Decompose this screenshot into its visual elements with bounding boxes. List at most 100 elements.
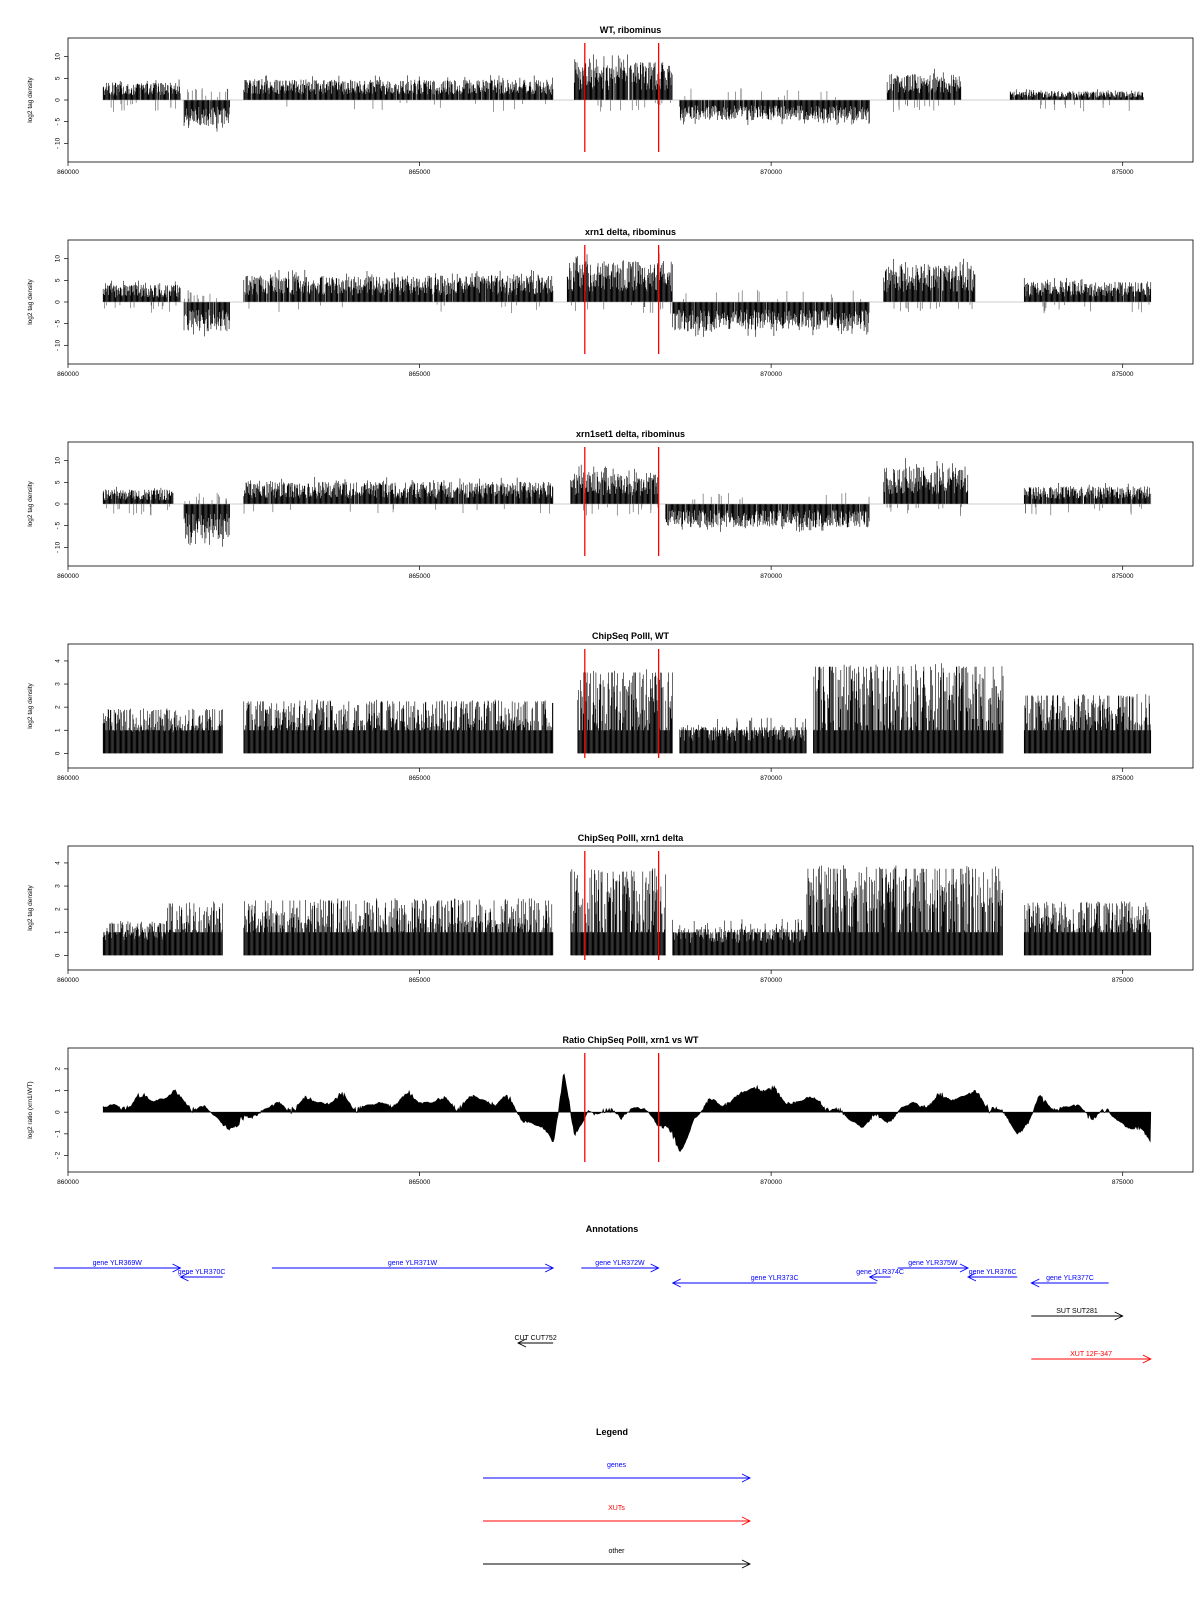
- panel-title: WT, ribominus: [600, 25, 662, 35]
- segment-4: [679, 717, 807, 754]
- annotation-label: gene YLR372W: [595, 1260, 645, 1267]
- y-tick-label: 4: [55, 861, 62, 865]
- annotation-label: gene YLR370C: [178, 1269, 226, 1276]
- segment-4: [570, 868, 666, 956]
- x-tick-label: 860000: [57, 169, 79, 176]
- panel-title: ChipSeq PolII, xrn1 delta: [578, 833, 685, 843]
- data-bars: [102, 663, 1152, 754]
- x-tick-label: 875000: [1112, 775, 1134, 782]
- x-tick-label: 875000: [1112, 573, 1134, 580]
- panel-1: WT, ribominus log2 tag density 860000 86500…: [27, 25, 1194, 176]
- segment-1: [102, 920, 167, 956]
- legend-item-gene: genes: [483, 1462, 752, 1483]
- y-tick-label: - 10: [55, 137, 62, 149]
- y-tick-label: - 5: [55, 319, 62, 327]
- y-tick-label: - 5: [55, 521, 62, 529]
- annotation-gene-3: gene YLR371W: [271, 1260, 555, 1273]
- segment-2: [183, 290, 230, 337]
- x-tick-label: 870000: [760, 1179, 782, 1186]
- x-tick-label: 870000: [760, 573, 782, 580]
- y-tick-label: - 5: [55, 117, 62, 125]
- y-axis: 0 1 2 3 4: [55, 659, 69, 755]
- segment-6: [883, 458, 969, 517]
- annotation-gene-8: gene YLR376C: [966, 1269, 1018, 1282]
- annotation-label: XUT 12F-347: [1070, 1351, 1112, 1358]
- legend-item-xut: XUTs: [483, 1505, 752, 1526]
- y-tick-label: 5: [55, 76, 62, 80]
- x-axis: 860000 865000 870000 875000: [57, 768, 1134, 782]
- x-tick-label: 875000: [1112, 1179, 1134, 1186]
- legend-label: other: [609, 1548, 626, 1555]
- y-tick-label: 0: [55, 98, 62, 102]
- markers: [584, 649, 660, 758]
- panel-5: ChipSeq PolII, xrn1 delta log2 tag densit…: [27, 833, 1194, 984]
- x-tick-label: 870000: [760, 169, 782, 176]
- segment-1: [102, 708, 223, 754]
- data-bars: [102, 253, 1152, 337]
- y-tick-label: 0: [55, 300, 62, 304]
- x-tick-label: 865000: [409, 573, 431, 580]
- y-axis-label: log2 tag density: [27, 278, 34, 324]
- annotation-gene-5: gene YLR373C: [671, 1275, 877, 1288]
- annotation-label: gene YLR376C: [969, 1269, 1017, 1276]
- markers: [584, 1053, 660, 1162]
- y-tick-label: 1: [55, 1088, 62, 1092]
- markers: [584, 43, 660, 152]
- y-axis-label: log2 tag density: [27, 76, 34, 122]
- legend-label: XUTs: [608, 1505, 625, 1512]
- annotation-label: gene YLR374C: [856, 1269, 904, 1276]
- x-tick-label: 875000: [1112, 977, 1134, 984]
- y-tick-label: 10: [55, 255, 62, 263]
- segment-5: [813, 663, 1004, 754]
- segment-4: [566, 253, 673, 314]
- y-tick-label: - 1: [55, 1130, 62, 1138]
- y-tick-label: 1: [55, 930, 62, 934]
- data-bars: [102, 54, 1144, 132]
- y-tick-label: 0: [55, 953, 62, 957]
- x-axis: 860000 865000 870000 875000: [57, 364, 1134, 378]
- annotation-label: gene YLR377C: [1046, 1275, 1094, 1282]
- panel-title: ChipSeq PolII, WT: [592, 631, 669, 641]
- y-tick-label: 2: [55, 1067, 62, 1071]
- y-tick-label: 0: [55, 751, 62, 755]
- x-tick-label: 860000: [57, 1179, 79, 1186]
- panel-3: xrn1set1 delta, ribominus log2 tag densit…: [27, 429, 1194, 580]
- y-tick-label: 3: [55, 682, 62, 686]
- legend: Legend genes XUTs other: [483, 1427, 752, 1569]
- annotation-label: gene YLR375W: [908, 1260, 958, 1267]
- x-axis: 860000 865000 870000 875000: [57, 970, 1134, 984]
- segment-1: [102, 79, 181, 112]
- segment-4: [573, 54, 673, 112]
- y-axis-label: log2 tag density: [27, 884, 34, 930]
- y-axis: - 10 - 5 0 5 10: [55, 53, 69, 149]
- segment-1: [102, 486, 174, 516]
- segment-3: [243, 269, 554, 313]
- annotation-xut-12: XUT 12F-347: [1031, 1351, 1152, 1364]
- y-tick-label: 2: [55, 705, 62, 709]
- x-tick-label: 860000: [57, 573, 79, 580]
- x-tick-label: 875000: [1112, 371, 1134, 378]
- y-tick-label: - 2: [55, 1151, 62, 1159]
- data-bars: [102, 1073, 1152, 1152]
- annotation-gene-7: gene YLR375W: [897, 1260, 970, 1273]
- x-tick-label: 860000: [57, 775, 79, 782]
- segment-5: [672, 918, 807, 956]
- x-tick-label: 865000: [409, 169, 431, 176]
- x-tick-label: 865000: [409, 977, 431, 984]
- annotation-other-10: SUT SUT281: [1031, 1308, 1124, 1321]
- x-tick-label: 870000: [760, 371, 782, 378]
- x-tick-label: 860000: [57, 371, 79, 378]
- y-tick-label: 0: [55, 502, 62, 506]
- y-axis: - 10 - 5 0 5 10: [55, 457, 69, 553]
- x-tick-label: 875000: [1112, 169, 1134, 176]
- y-tick-label: 10: [55, 457, 62, 465]
- segment-3: [243, 898, 554, 956]
- markers: [584, 245, 660, 354]
- annotation-gene-6: gene YLR374C: [856, 1269, 904, 1282]
- annotation-other-11: CUT CUT752: [514, 1335, 557, 1348]
- y-axis: - 10 - 5 0 5 10: [55, 255, 69, 351]
- annotation-gene-2: gene YLR370C: [178, 1269, 226, 1282]
- segment-4: [570, 464, 659, 516]
- y-tick-label: - 10: [55, 541, 62, 553]
